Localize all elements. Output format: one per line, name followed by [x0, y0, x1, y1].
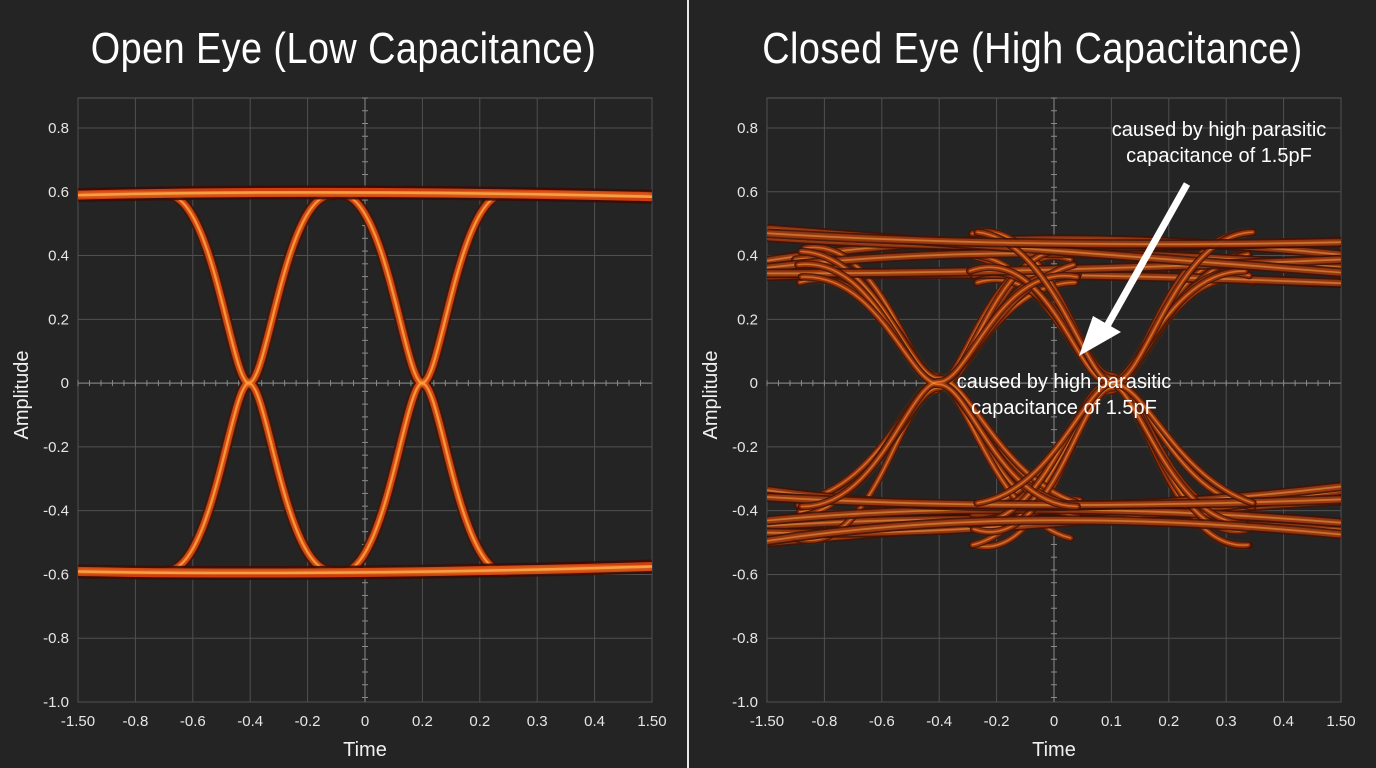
y-tick-label: -1.0: [43, 694, 69, 711]
x-axis-label: Time: [343, 739, 387, 761]
y-tick-label: 0: [750, 375, 758, 392]
y-tick-label: -1.0: [732, 694, 758, 711]
open-eye-chart: -1.50 -0.8 -0.6 -0.4 -0.2 0 0.2 0.2 0.3 0.4 1.50 0.…: [11, 97, 667, 761]
chart-title: Closed Eye (High Capacitance): [762, 24, 1303, 73]
x-tick-label: 0.3: [527, 713, 548, 730]
y-tick-label: 0: [61, 375, 69, 392]
x-tick-label: 0.2: [412, 713, 433, 730]
annotation-arrow-shaft: [1103, 182, 1191, 328]
x-tick-label: 0.1: [1101, 713, 1122, 730]
tick-labels: -1.50 -0.8 -0.6 -0.4 -0.2 0 0.2 0.2 0.3 0.4 1.50 0.…: [43, 120, 666, 730]
eye-traces: [78, 185, 652, 581]
eye-trace-core: [800, 274, 1078, 508]
y-tick-label: -0.6: [732, 566, 758, 583]
x-tick-label: -0.6: [869, 713, 895, 730]
rail-core: [78, 191, 652, 198]
x-tick-label: -1.50: [750, 713, 784, 730]
y-tick-label: 0.4: [737, 248, 758, 265]
x-tick-label: -0.6: [180, 713, 206, 730]
annotation-label-top: caused by high parasitic capacitance of 1…: [1112, 119, 1327, 167]
rail-core: [767, 232, 1341, 246]
x-tick-label: -0.8: [122, 713, 148, 730]
annotation-label-center: caused by high parasitic capacitance of 1…: [957, 371, 1172, 419]
panel-divider: [687, 0, 689, 768]
x-tick-label: 0: [1050, 713, 1058, 730]
x-tick-label: 1.50: [1326, 713, 1355, 730]
y-tick-label: 0.6: [737, 184, 758, 201]
x-axis-label: Time: [1032, 739, 1076, 761]
y-tick-label: 0.2: [48, 311, 69, 328]
eye-trace-core: [976, 231, 1254, 504]
y-tick-label: 0.6: [48, 184, 69, 201]
chart-title: Open Eye (Low Capacitance): [90, 24, 597, 73]
x-tick-label: -0.2: [984, 713, 1010, 730]
y-tick-label: -0.4: [732, 503, 758, 520]
y-tick-label: 0.2: [737, 311, 758, 328]
x-tick-label: -0.4: [926, 713, 952, 730]
open-eye-panel: Open Eye (Low Capacitance) -1.50 -0.8 -0.6…: [0, 0, 687, 768]
x-tick-label: 0: [361, 713, 369, 730]
y-tick-label: 0.8: [737, 120, 758, 137]
eye-trace-core: [165, 193, 334, 572]
x-tick-label: -1.50: [61, 713, 95, 730]
x-tick-label: -0.8: [811, 713, 837, 730]
rail-core: [78, 565, 652, 575]
x-tick-label: 0.2: [1158, 713, 1179, 730]
x-tick-label: -0.2: [295, 713, 321, 730]
annotations: caused by high parasitic capacitance of 1…: [957, 119, 1327, 419]
rail-core: [767, 519, 1341, 542]
closed-eye-panel: Closed Eye (High Capacitance) -1.50 -0.8-…: [689, 0, 1376, 768]
y-tick-label: -0.8: [732, 630, 758, 647]
x-tick-label: -0.4: [237, 713, 263, 730]
y-tick-label: -0.2: [732, 439, 758, 456]
x-tick-label: 0.3: [1216, 713, 1237, 730]
y-tick-label: 0.8: [48, 120, 69, 137]
eye-trace-core: [338, 192, 507, 574]
x-tick-label: 0.2: [469, 713, 490, 730]
x-tick-label: 0.4: [584, 713, 605, 730]
y-tick-label: -0.8: [43, 630, 69, 647]
y-tick-label: -0.4: [43, 503, 69, 520]
eye-trace-core: [800, 276, 1078, 508]
closed-eye-chart: -1.50 -0.8 -0.6 -0.4 -0.2 0 0.1 0.2 0.3 0.4 1.50 0.…: [700, 97, 1356, 761]
eye-traces: [767, 223, 1341, 551]
x-tick-label: 0.4: [1273, 713, 1294, 730]
y-axis-label: Amplitude: [700, 351, 722, 440]
y-tick-label: 0.4: [48, 248, 69, 265]
y-axis-label: Amplitude: [11, 351, 33, 440]
y-tick-label: -0.2: [43, 439, 69, 456]
eye-trace-core: [976, 231, 1254, 504]
tick-labels: -1.50 -0.8 -0.6 -0.4 -0.2 0 0.1 0.2 0.3 0.4 1.50 0.…: [732, 120, 1355, 730]
annotation-arrow-head: [1079, 316, 1121, 356]
x-tick-label: 1.50: [637, 713, 666, 730]
y-tick-label: -0.6: [43, 566, 69, 583]
